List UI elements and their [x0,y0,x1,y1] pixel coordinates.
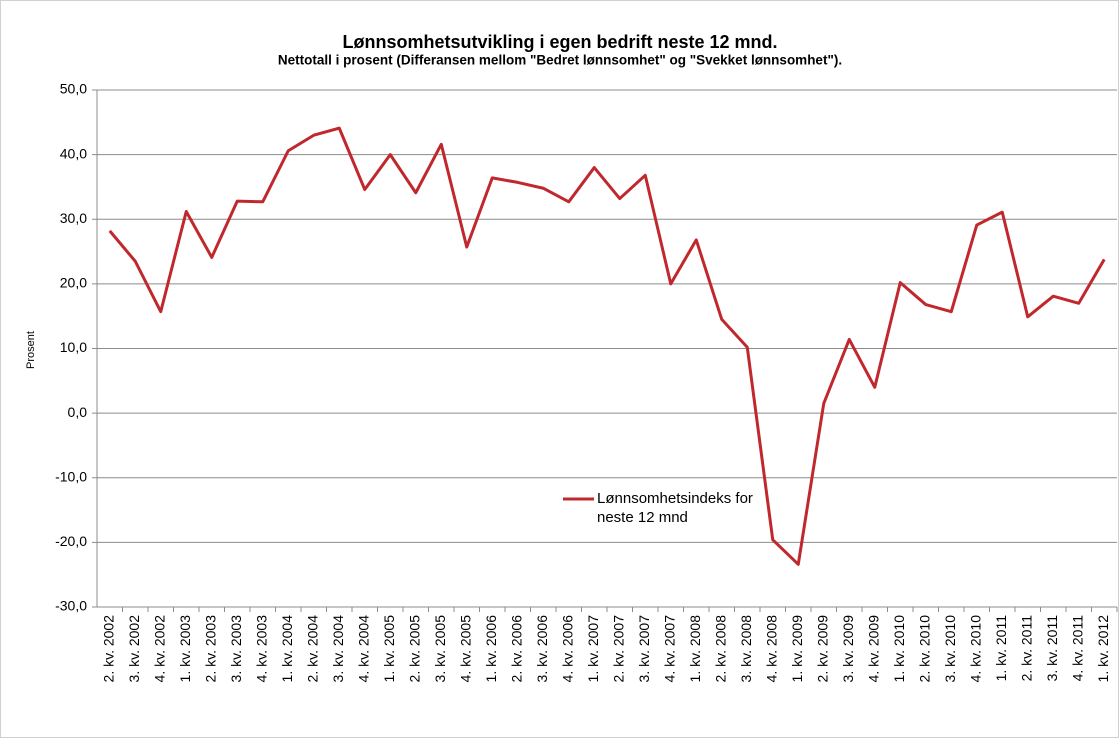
x-tick-label: 3. kv. 2003 [228,615,244,683]
y-tick-label: 20,0 [60,275,87,291]
x-tick-label: 3. kv. 2002 [126,615,142,683]
x-tick-label: 4. kv. 2009 [865,615,881,683]
x-tick-label: 3. kv. 2005 [432,615,448,683]
x-tick-label: 2. kv. 2007 [610,615,626,683]
x-tick-label: 3. kv. 2011 [1044,615,1060,682]
x-tick-label: 3. kv. 2007 [636,615,652,683]
x-tick-label: 3. kv. 2009 [840,615,856,683]
x-tick-label: 2. kv. 2010 [916,615,932,683]
x-tick-label: 1. kv. 2003 [177,615,193,683]
x-tick-label: 1. kv. 2010 [891,615,907,683]
x-tick-label: 4. kv. 2007 [661,615,677,683]
x-tick-label: 3. kv. 2006 [534,615,550,683]
x-tick-label: 1. kv. 2012 [1095,615,1111,683]
chart-subtitle: Nettotall i prosent (Differansen mellom … [278,53,842,68]
legend-label: Lønnsomhetsindeks for neste 12 mnd [597,490,753,526]
y-tick-label: 50,0 [60,81,87,97]
y-tick-label: 0,0 [68,404,88,420]
data-line [108,126,1106,566]
x-tick-label: 1. kv. 2011 [993,615,1009,682]
x-tick-label: 1. kv. 2007 [585,615,601,683]
x-tick-label: 1. kv. 2004 [279,615,295,683]
x-tick-label: 4. kv. 2006 [559,615,575,683]
y-tick-label: 10,0 [60,339,87,355]
x-tick-label: 2. kv. 2008 [712,615,728,683]
x-tick-label: 4. kv. 2002 [151,615,167,683]
x-tick-label: 4. kv. 2005 [457,615,473,683]
x-tick-label: 2. kv. 2004 [304,615,320,683]
x-tick-label: 3. kv. 2010 [942,615,958,683]
x-tick-label: 4. kv. 2004 [355,615,371,683]
x-tick-label: 2. kv. 2003 [202,615,218,683]
x-tick-label: 2. kv. 2006 [508,615,524,683]
y-tick-label: -10,0 [55,468,87,484]
x-tick-label: 2. kv. 2005 [406,615,422,683]
x-tick-label: 4. kv. 2011 [1069,615,1085,682]
x-tick-label: 3. kv. 2004 [330,615,346,683]
x-tick-label: 1. kv. 2009 [789,615,805,683]
x-tick-label: 4. kv. 2010 [967,615,983,683]
y-tick-label: 30,0 [60,210,87,226]
x-tick-label: 4. kv. 2008 [763,615,779,683]
y-axis-label: Prosent [25,331,37,369]
chart-title: Lønnsomhetsutvikling i egen bedrift nest… [342,32,777,52]
x-tick-label: 1. kv. 2008 [687,615,703,683]
y-tick-label: -30,0 [55,598,87,614]
y-tick-label: -20,0 [55,533,87,549]
x-tick-label: 2. kv. 2002 [100,615,116,683]
x-tick-label: 1. kv. 2005 [381,615,397,683]
x-tick-label: 2. kv. 2011 [1018,615,1034,682]
x-tick-label: 2. kv. 2009 [814,615,830,683]
x-tick-label: 3. kv. 2008 [738,615,754,683]
x-tick-label: 1. kv. 2006 [483,615,499,683]
y-tick-label: 40,0 [60,145,87,161]
x-tick-label: 4. kv. 2003 [253,615,269,683]
